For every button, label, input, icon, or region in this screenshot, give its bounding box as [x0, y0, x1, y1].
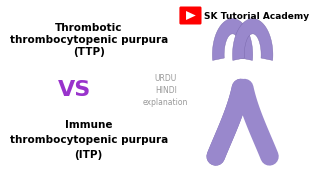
FancyBboxPatch shape	[180, 6, 202, 24]
Text: VS: VS	[58, 80, 91, 100]
Polygon shape	[233, 19, 273, 60]
Text: Immune: Immune	[65, 120, 113, 130]
Text: HINDI: HINDI	[155, 86, 177, 94]
Text: thrombocytopenic purpura: thrombocytopenic purpura	[10, 135, 168, 145]
Text: (ITP): (ITP)	[75, 150, 103, 160]
Text: (TTP): (TTP)	[73, 47, 105, 57]
Text: Thrombotic: Thrombotic	[55, 23, 123, 33]
Polygon shape	[212, 19, 253, 60]
Text: thrombocytopenic purpura: thrombocytopenic purpura	[10, 35, 168, 45]
Polygon shape	[186, 11, 196, 20]
Text: URDU: URDU	[155, 73, 177, 82]
Text: explanation: explanation	[143, 98, 188, 107]
Text: SK Tutorial Academy: SK Tutorial Academy	[204, 12, 309, 21]
Circle shape	[237, 82, 248, 94]
